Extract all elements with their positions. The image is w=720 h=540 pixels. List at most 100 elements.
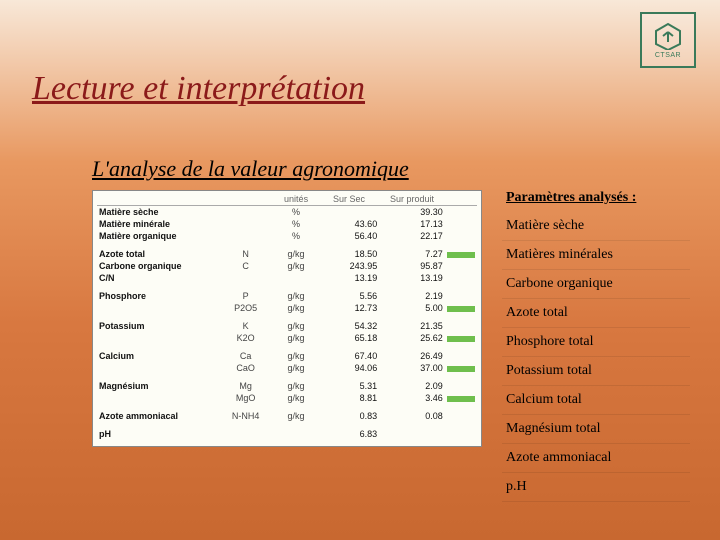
- row-sec: 56.40: [319, 230, 379, 242]
- row-sec: 13.19: [319, 272, 379, 284]
- logo-label: CTSAR: [655, 52, 681, 59]
- row-symbol: [218, 218, 273, 230]
- row-prod: [379, 428, 445, 440]
- parameter-item: Magnésium total: [502, 415, 690, 444]
- page-subtitle: L'analyse de la valeur agronomique: [92, 156, 409, 182]
- parameter-item: Azote ammoniacal: [502, 444, 690, 473]
- row-unit: %: [273, 206, 318, 219]
- row-unit: g/kg: [273, 350, 318, 362]
- row-prod: 0.08: [379, 410, 445, 422]
- row-label: Azote ammoniacal: [97, 410, 218, 422]
- row-label: Azote total: [97, 248, 218, 260]
- row-bar: [445, 320, 477, 332]
- row-sec: 243.95: [319, 260, 379, 272]
- row-sec: 54.32: [319, 320, 379, 332]
- row-prod: 25.62: [379, 332, 445, 344]
- row-sec: 8.81: [319, 392, 379, 404]
- parameters-panel: Paramètres analysés : Matière sècheMatiè…: [502, 184, 690, 502]
- row-unit: g/kg: [273, 332, 318, 344]
- table-row: PhosphorePg/kg5.562.19: [97, 290, 477, 302]
- row-symbol: MgO: [218, 392, 273, 404]
- row-sec: 65.18: [319, 332, 379, 344]
- row-unit: g/kg: [273, 248, 318, 260]
- row-sec: 43.60: [319, 218, 379, 230]
- row-bar: [445, 248, 477, 260]
- row-prod: 2.19: [379, 290, 445, 302]
- row-unit: [273, 428, 318, 440]
- row-label: [97, 362, 218, 374]
- table-row: MagnésiumMgg/kg5.312.09: [97, 380, 477, 392]
- row-prod: 2.09: [379, 380, 445, 392]
- row-sec: 12.73: [319, 302, 379, 314]
- table-row: Matière minérale%43.6017.13: [97, 218, 477, 230]
- row-symbol: K2O: [218, 332, 273, 344]
- row-prod: 39.30: [379, 206, 445, 219]
- row-prod: 3.46: [379, 392, 445, 404]
- row-label: Potassium: [97, 320, 218, 332]
- row-symbol: N: [218, 248, 273, 260]
- row-label: Matière organique: [97, 230, 218, 242]
- row-label: Magnésium: [97, 380, 218, 392]
- row-bar: [445, 206, 477, 219]
- row-unit: g/kg: [273, 392, 318, 404]
- row-label: pH: [97, 428, 218, 440]
- row-bar: [445, 290, 477, 302]
- row-prod: 5.00: [379, 302, 445, 314]
- row-bar: [445, 362, 477, 374]
- row-label: [97, 392, 218, 404]
- row-bar: [445, 428, 477, 440]
- parameter-item: Azote total: [502, 299, 690, 328]
- row-sec: 18.50: [319, 248, 379, 260]
- row-label: [97, 332, 218, 344]
- row-label: [97, 302, 218, 314]
- row-bar: [445, 410, 477, 422]
- row-sec: 67.40: [319, 350, 379, 362]
- row-bar: [445, 380, 477, 392]
- row-label: Phosphore: [97, 290, 218, 302]
- parameter-item: p.H: [502, 473, 690, 502]
- table-row: Matière organique%56.4022.17: [97, 230, 477, 242]
- row-bar: [445, 218, 477, 230]
- table-row: Azote totalNg/kg18.507.27: [97, 248, 477, 260]
- table-row: CaOg/kg94.0637.00: [97, 362, 477, 374]
- parameter-item: Carbone organique: [502, 270, 690, 299]
- parameter-item: Phosphore total: [502, 328, 690, 357]
- row-symbol: K: [218, 320, 273, 332]
- table-row: P2O5g/kg12.735.00: [97, 302, 477, 314]
- row-symbol: [218, 206, 273, 219]
- row-label: Calcium: [97, 350, 218, 362]
- logo-box: CTSAR: [640, 12, 696, 68]
- parameter-item: Matière sèche: [502, 212, 690, 241]
- row-sec: 94.06: [319, 362, 379, 374]
- row-symbol: C: [218, 260, 273, 272]
- table-row: pH6.83: [97, 428, 477, 440]
- row-bar: [445, 260, 477, 272]
- row-prod: 13.19: [379, 272, 445, 284]
- row-unit: g/kg: [273, 410, 318, 422]
- table-row: Matière sèche% 39.30: [97, 206, 477, 219]
- table-row: K2Og/kg65.1825.62: [97, 332, 477, 344]
- table-row: C/N 13.1913.19: [97, 272, 477, 284]
- parameters-header: Paramètres analysés :: [502, 184, 690, 212]
- table-row: PotassiumKg/kg54.3221.35: [97, 320, 477, 332]
- row-label: Matière sèche: [97, 206, 218, 219]
- row-label: Matière minérale: [97, 218, 218, 230]
- row-bar: [445, 302, 477, 314]
- row-symbol: [218, 428, 273, 440]
- row-prod: 22.17: [379, 230, 445, 242]
- row-sec: 0.83: [319, 410, 379, 422]
- row-unit: g/kg: [273, 260, 318, 272]
- row-sec: 5.56: [319, 290, 379, 302]
- row-prod: 21.35: [379, 320, 445, 332]
- row-unit: g/kg: [273, 302, 318, 314]
- table-row: Carbone organiqueCg/kg243.9595.87: [97, 260, 477, 272]
- row-bar: [445, 230, 477, 242]
- row-label: C/N: [97, 272, 218, 284]
- row-prod: 26.49: [379, 350, 445, 362]
- row-bar: [445, 272, 477, 284]
- page-title: Lecture et interprétation: [32, 70, 365, 108]
- row-symbol: P2O5: [218, 302, 273, 314]
- row-symbol: N-NH4: [218, 410, 273, 422]
- row-symbol: [218, 272, 273, 284]
- row-symbol: P: [218, 290, 273, 302]
